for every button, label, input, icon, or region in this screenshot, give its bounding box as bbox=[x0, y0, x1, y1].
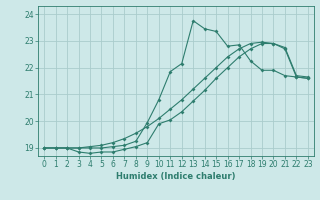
X-axis label: Humidex (Indice chaleur): Humidex (Indice chaleur) bbox=[116, 172, 236, 181]
